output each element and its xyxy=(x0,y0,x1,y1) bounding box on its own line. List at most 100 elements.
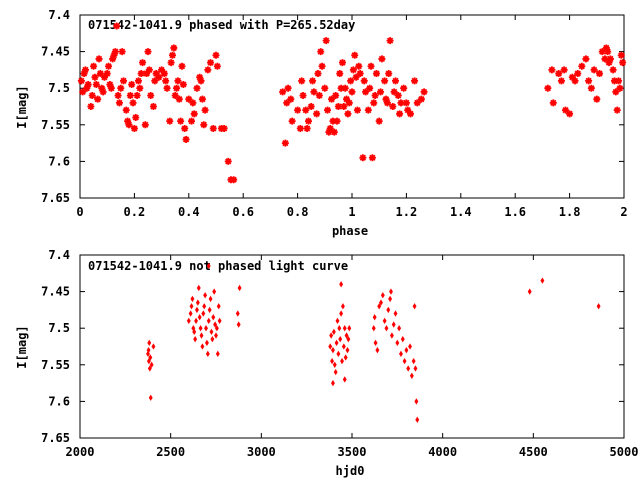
unphased-data-point xyxy=(202,303,207,310)
phased-data-point xyxy=(230,176,238,184)
unphased-chart: 2000 2500 3000 3500 4000 4500 5000 7.4 7.45 7.5 7.… xyxy=(41,248,638,459)
phased-data-point xyxy=(355,62,363,70)
phased-data-point xyxy=(90,62,98,70)
phased-data-point xyxy=(397,99,405,107)
phased-data-point xyxy=(329,117,337,125)
phased-data-point xyxy=(103,70,111,78)
unphased-data-point xyxy=(397,325,402,332)
unphased-data-point xyxy=(414,398,419,405)
phased-y-tick-label: 7.65 xyxy=(41,191,70,205)
unphased-data-point xyxy=(332,361,337,368)
phased-data-point xyxy=(302,106,310,114)
phased-data-point xyxy=(352,73,360,81)
unphased-data-point xyxy=(236,321,241,328)
phased-data-point xyxy=(601,55,609,63)
unphased-data-point xyxy=(341,343,346,350)
unphased-data-point xyxy=(199,332,204,339)
phased-data-point xyxy=(593,95,601,103)
unphased-data-point xyxy=(372,314,377,321)
unphased-data-point xyxy=(190,295,195,303)
phased-data-point xyxy=(413,99,421,107)
unphased-x-tick-label: 3500 xyxy=(338,445,367,459)
phased-data-point xyxy=(375,117,383,125)
phased-data-point xyxy=(155,73,163,81)
phased-data-point xyxy=(310,88,318,96)
phased-plot-frame xyxy=(79,14,625,199)
phased-data-point xyxy=(130,124,138,132)
phased-data-point xyxy=(173,84,181,92)
phased-data-point xyxy=(299,92,307,100)
phased-data-point xyxy=(137,70,145,78)
phased-y-tick-label: 7.55 xyxy=(41,118,70,132)
phased-data-point xyxy=(296,124,304,132)
phased-data-point xyxy=(87,103,95,110)
phased-data-point xyxy=(162,77,170,85)
phased-data-point xyxy=(224,157,232,165)
unphased-data-point xyxy=(409,372,414,379)
phased-data-point xyxy=(147,92,155,100)
phased-x-tick-label: 0.6 xyxy=(232,205,254,219)
phased-data-point xyxy=(196,73,204,81)
phased-data-point xyxy=(402,99,410,107)
unphased-data-point xyxy=(193,336,198,343)
unphased-data-point xyxy=(217,317,222,325)
unphased-data-point xyxy=(206,262,211,270)
phased-data-point xyxy=(364,106,372,114)
phased-data-point xyxy=(326,124,334,132)
phased-data-point xyxy=(562,106,570,114)
unphased-data-point xyxy=(413,365,418,372)
phased-data-point xyxy=(113,22,121,30)
phased-data-point xyxy=(83,84,91,92)
unphased-data-point xyxy=(388,295,393,303)
phased-data-point xyxy=(145,66,153,74)
unphased-data-point xyxy=(212,288,217,295)
unphased-data-point xyxy=(198,325,203,332)
unphased-data-point xyxy=(404,346,409,354)
unphased-data-point xyxy=(197,314,202,321)
unphased-data-point xyxy=(342,325,347,332)
unphased-data-point xyxy=(235,310,240,317)
phased-data-point xyxy=(549,99,557,107)
phased-data-point xyxy=(386,37,394,45)
unphased-data-point xyxy=(328,343,333,350)
phased-data-point xyxy=(615,77,623,85)
phased-data-point xyxy=(417,95,425,103)
phased-x-tick-label: 0 xyxy=(76,205,83,219)
unphased-y-tick-label: 7.55 xyxy=(41,358,70,372)
unphased-data-point xyxy=(389,288,393,295)
unphased-x-tick-label: 4000 xyxy=(428,445,457,459)
unphased-data-point xyxy=(386,306,391,314)
phased-data-point xyxy=(574,70,582,78)
phased-data-point xyxy=(193,84,201,92)
phased-y-tick-label: 7.45 xyxy=(41,45,70,59)
phased-data-point xyxy=(602,44,610,52)
phased-data-point xyxy=(284,84,292,92)
phased-data-point xyxy=(117,84,125,92)
unphased-data-point xyxy=(216,303,221,310)
phased-data-point xyxy=(617,51,625,59)
phased-data-point xyxy=(338,59,346,67)
unphased-x-tick-label: 3000 xyxy=(247,445,276,459)
phased-data-point xyxy=(336,70,344,78)
unphased-data-point xyxy=(347,325,352,332)
unphased-data-point xyxy=(337,325,342,332)
unphased-data-point xyxy=(146,357,151,365)
phased-data-point xyxy=(177,117,185,125)
phased-y-axis-label: I[mag] xyxy=(15,85,29,128)
phased-y-tick-label: 7.4 xyxy=(48,8,70,22)
phased-data-point xyxy=(126,92,134,100)
unphased-data-point xyxy=(339,310,344,317)
phased-data-point xyxy=(324,106,332,114)
phased-data-point xyxy=(188,117,196,125)
unphased-data-point xyxy=(201,310,206,317)
phased-data-point xyxy=(392,77,400,85)
phased-data-point xyxy=(124,117,132,125)
phased-data-point xyxy=(616,84,624,92)
phased-data-point xyxy=(596,70,604,78)
phased-data-point xyxy=(590,66,598,74)
unphased-y-tick-label: 7.65 xyxy=(41,431,70,445)
phased-data-point xyxy=(389,103,397,110)
unphased-data-point xyxy=(384,325,389,332)
unphased-data-point xyxy=(237,284,242,292)
